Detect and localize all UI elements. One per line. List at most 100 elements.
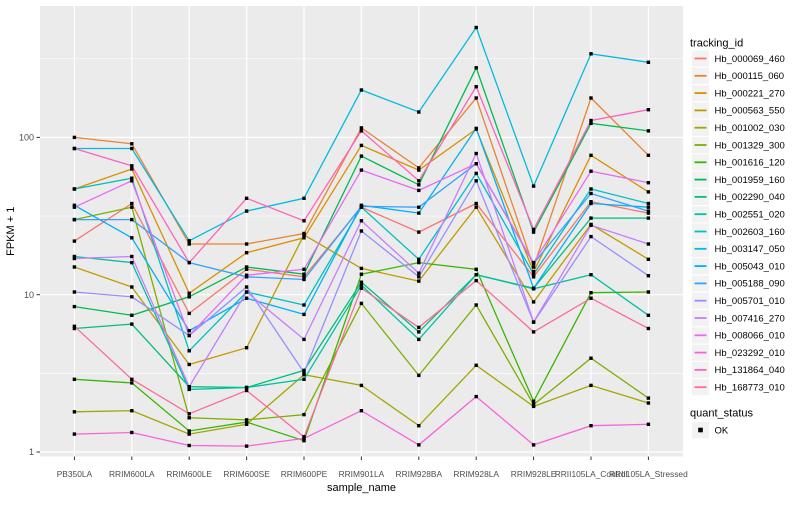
legend-label-Hb_002290_040: Hb_002290_040 [715,192,785,203]
legend-tracking-id-title: tracking_id [690,38,743,50]
legend-label-Hb_000115_060: Hb_000115_060 [715,71,785,82]
data-point [417,443,421,447]
data-point [531,320,536,324]
data-point [302,272,306,276]
data-point [244,285,249,289]
x-tick-label-RRII105LA_Stressed: RRII105LA_Stressed [609,469,688,479]
data-point [531,443,536,447]
data-point [130,201,134,206]
data-point [72,239,77,243]
data-point [359,409,364,413]
data-point [302,236,306,240]
data-point [359,88,364,92]
x-tick-label-RRIM901LA: RRIM901LA [339,469,385,479]
data-point [187,385,191,389]
y-tick-label-10: 10 [24,290,34,300]
data-point [359,143,364,148]
data-point [72,146,77,151]
data-point [646,313,651,317]
data-point [187,349,191,353]
x-tick-label-RRIM600PE: RRIM600PE [281,469,328,479]
data-point [130,260,134,265]
data-point [589,169,593,173]
data-point [474,267,478,271]
data-point [302,219,306,223]
legend-ok-label: OK [715,425,729,436]
data-point [359,229,364,233]
data-point [130,254,134,259]
data-point [474,171,478,176]
data-point [589,291,593,295]
data-point [531,330,536,334]
data-point [531,402,536,407]
data-point [646,396,651,400]
data-point [244,251,249,255]
legend-label-Hb_008066_010: Hb_008066_010 [715,331,785,342]
data-point [646,242,651,246]
data-point [72,135,77,140]
data-point [187,242,191,246]
data-point [359,283,364,287]
data-point [302,337,306,342]
data-point [359,126,364,130]
data-point [187,291,191,295]
data-point [244,422,249,426]
data-point [130,146,134,151]
data-point [646,201,651,206]
data-point [474,179,478,183]
data-point [72,432,77,436]
data-point [302,368,306,373]
data-point [244,420,249,424]
x-tick-label-RRIM600LE: RRIM600LE [166,469,212,479]
data-point [187,311,191,316]
data-point [474,96,478,100]
data-point [589,223,593,227]
data-point [474,162,478,166]
data-point [244,388,249,393]
data-point [646,181,651,185]
data-point [72,254,77,259]
data-point [531,270,536,274]
data-point [302,233,306,237]
data-point [474,273,478,277]
data-point [417,330,421,334]
data-point [417,325,421,330]
data-point [72,265,77,269]
legend-label-Hb_168773_010: Hb_168773_010 [715,383,785,394]
data-point [359,219,364,223]
data-point [646,216,651,220]
y-tick-label-100: 100 [19,133,34,143]
data-point [302,439,306,443]
data-point [417,257,421,261]
data-point [646,257,651,261]
data-point [302,196,306,200]
data-point [130,217,134,222]
data-point [359,154,364,158]
x-tick-label-RRII105LA_Control: RRII105LA_Control [555,469,628,479]
data-point [187,432,191,436]
data-point [589,153,593,157]
data-point [187,412,191,416]
data-point [589,383,593,388]
data-point [187,329,191,333]
data-point [359,272,364,276]
data-point [359,204,364,208]
data-point [302,377,306,381]
data-point [646,290,651,294]
data-point [474,66,478,70]
legend-label-Hb_005188_090: Hb_005188_090 [715,279,785,290]
data-point [72,205,77,209]
data-point [417,424,421,428]
data-point [244,418,249,422]
data-point [646,401,651,405]
legend-ok-square-marker [698,427,703,433]
data-point [130,142,134,146]
x-tick-label-RRIM928BA: RRIM928BA [396,469,443,479]
data-point [359,301,364,306]
data-point [302,370,306,375]
data-point [589,52,593,56]
data-point [531,260,536,265]
data-point [130,377,134,381]
data-point [474,363,478,367]
data-point [244,296,249,300]
